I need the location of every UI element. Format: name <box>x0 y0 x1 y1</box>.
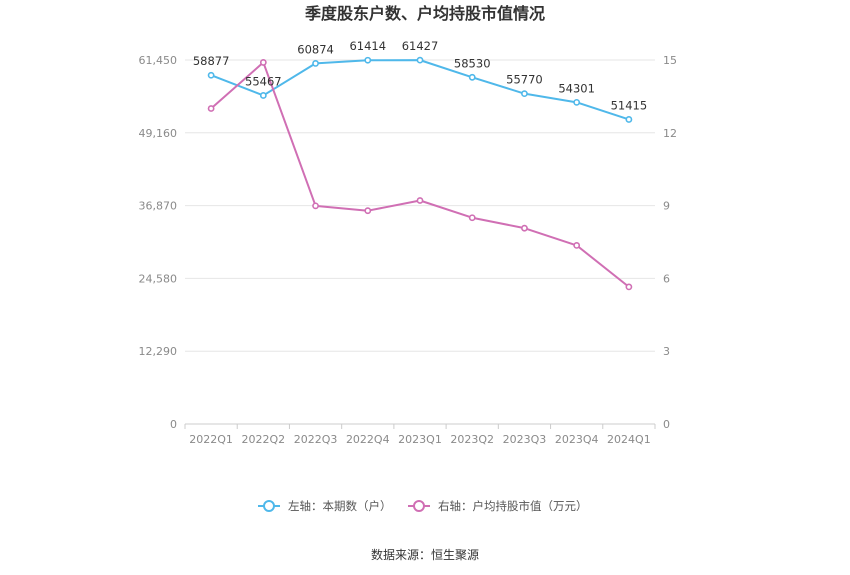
x-axis-tick-label: 2023Q4 <box>555 433 599 446</box>
x-axis-tick-label: 2022Q4 <box>346 433 390 446</box>
series-2-point[interactable] <box>625 283 633 291</box>
series-1-point[interactable] <box>259 92 267 99</box>
chart-title: 季度股东户数、户均持股市值情况 <box>304 4 545 23</box>
legend-swatch-marker <box>413 500 425 512</box>
x-axis-tick-label: 2024Q1 <box>607 433 651 446</box>
left-axis-tick-label: 49,160 <box>139 127 178 140</box>
series-2-point[interactable] <box>416 197 424 204</box>
legend-swatch-marker <box>263 500 275 512</box>
series-2-point[interactable] <box>364 207 372 215</box>
data-label: 61427 <box>402 39 439 53</box>
data-label: 58530 <box>454 56 491 70</box>
x-axis-tick-label: 2022Q2 <box>242 433 286 446</box>
x-axis-tick-label: 2023Q1 <box>398 433 442 446</box>
left-axis-tick-label: 0 <box>170 418 177 431</box>
series-2-point[interactable] <box>521 224 528 232</box>
series-lines <box>207 56 633 291</box>
data-label: 55467 <box>245 74 282 88</box>
series-2-point[interactable] <box>259 59 267 66</box>
x-axis-tick-label: 2023Q3 <box>503 433 547 446</box>
left-axis-ticks: 0 12,290 24,580 36,870 49,160 61,450 <box>139 54 178 431</box>
series-1-point[interactable] <box>468 73 476 81</box>
right-axis-tick-label: 9 <box>663 200 670 213</box>
data-label: 55770 <box>506 73 543 87</box>
data-label: 61414 <box>349 39 386 53</box>
right-axis-ticks: 0 3 6 9 12 15 <box>663 54 677 431</box>
data-label: 54301 <box>558 81 595 95</box>
series-1-point[interactable] <box>573 98 581 106</box>
right-axis-tick-label: 0 <box>663 418 670 431</box>
right-axis-tick-label: 6 <box>663 272 670 285</box>
right-axis-tick-label: 3 <box>663 345 670 358</box>
left-axis-tick-label: 61,450 <box>139 54 178 67</box>
left-axis-tick-label: 24,580 <box>139 272 178 285</box>
legend: 左轴：本期数（户） 右轴：户均持股市值（万元） <box>258 499 588 513</box>
x-axis-tick-label: 2022Q1 <box>189 433 233 446</box>
series-1-point[interactable] <box>364 56 372 64</box>
series-1-point[interactable] <box>521 90 528 98</box>
grid <box>184 59 656 429</box>
series-2-point[interactable] <box>573 241 581 249</box>
series-1-point[interactable] <box>312 60 319 67</box>
legend-label: 右轴：户均持股市值（万元） <box>438 499 588 513</box>
x-axis-tick-label: 2023Q2 <box>450 433 494 446</box>
series-1-point[interactable] <box>416 56 424 64</box>
right-axis-tick-label: 12 <box>663 127 677 140</box>
right-axis-tick-label: 15 <box>663 54 677 67</box>
data-label: 51415 <box>611 98 648 112</box>
series-2-point[interactable] <box>207 105 215 112</box>
legend-item-1[interactable]: 左轴：本期数（户） <box>258 499 392 513</box>
legend-item-2[interactable]: 右轴：户均持股市值（万元） <box>408 499 588 513</box>
series-2-point[interactable] <box>468 214 476 222</box>
left-axis-tick-label: 36,870 <box>139 200 178 213</box>
data-label: 58877 <box>193 54 230 68</box>
data-labels: 58877 55467 60874 61414 61427 58530 55770 54301… <box>193 39 647 112</box>
series-2-point[interactable] <box>312 202 319 210</box>
series-1-point[interactable] <box>625 116 633 123</box>
source-note: 数据来源：恒生聚源 <box>371 547 479 562</box>
series-line-2 <box>210 61 630 288</box>
legend-label: 左轴：本期数（户） <box>288 499 392 513</box>
series-1-point[interactable] <box>207 71 215 79</box>
x-axis-ticks: 2022Q1 2022Q2 2022Q3 2022Q4 2023Q1 2023Q2 2023… <box>189 433 650 446</box>
x-axis-tick-label: 2022Q3 <box>294 433 338 446</box>
left-axis-tick-label: 12,290 <box>139 345 178 358</box>
data-label: 60874 <box>297 42 334 56</box>
